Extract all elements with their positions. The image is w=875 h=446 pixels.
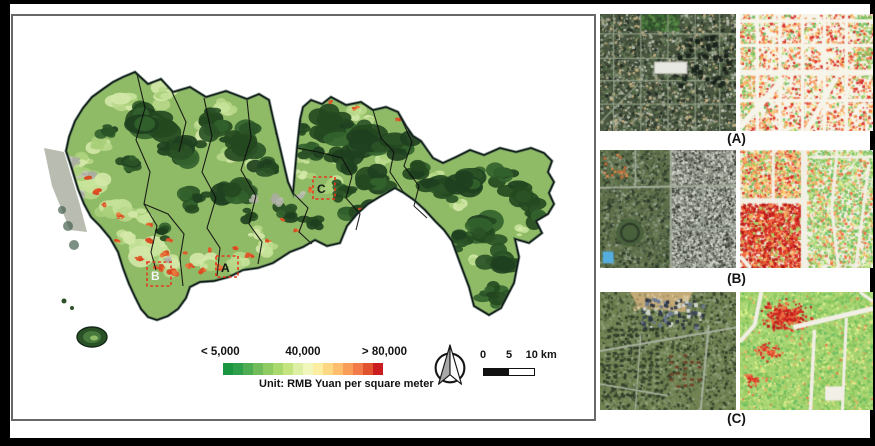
islet [58,206,66,214]
land-price-raster [66,72,554,320]
scale-tick-0: 0 [479,349,487,361]
map-inset-marker-label-b: B [151,269,160,283]
panel-label-a: (A) [727,131,746,146]
panel-label-c: (C) [727,411,746,426]
legend-mid-label: 40,000 [285,346,321,358]
north-arrow-icon [434,344,466,385]
satellite-image-a [600,14,736,131]
scale-bar-segment-black [484,369,509,375]
scale-tick-5: 5 [505,349,513,361]
satellite-image-b [600,150,736,268]
land-price-heatmap-a [740,14,873,131]
coastal-reclamation-area [44,148,87,232]
map-inset-marker-b [146,261,172,287]
legend-unit-label: Unit: RMB Yuan per square meter [259,378,434,390]
islet [63,221,73,231]
panel-label-b: (B) [727,271,746,286]
scale-tick-10: 10 km [525,349,557,361]
map-inset-marker-label-c: C [317,182,326,196]
map-inset-marker-a [215,255,239,278]
legend-max-label: > 80,000 [361,346,407,358]
legend-color-ramp [223,363,383,375]
land-price-heatmap-b [740,150,873,268]
shenzhen-land-price-map: A B C [44,70,556,348]
map-inset-markers: A B C [146,176,336,287]
map-inset-marker-label-a: A [221,261,230,275]
legend-min-label: < 5,000 [201,346,240,358]
district-boundaries [135,73,428,287]
city-boundary [65,71,555,321]
islet [69,240,79,250]
island [61,298,108,348]
satellite-image-c [600,292,736,410]
map-inset-marker-c [312,176,336,200]
land-price-heatmap-c [740,292,873,410]
scale-bar-segment-white [509,369,534,375]
